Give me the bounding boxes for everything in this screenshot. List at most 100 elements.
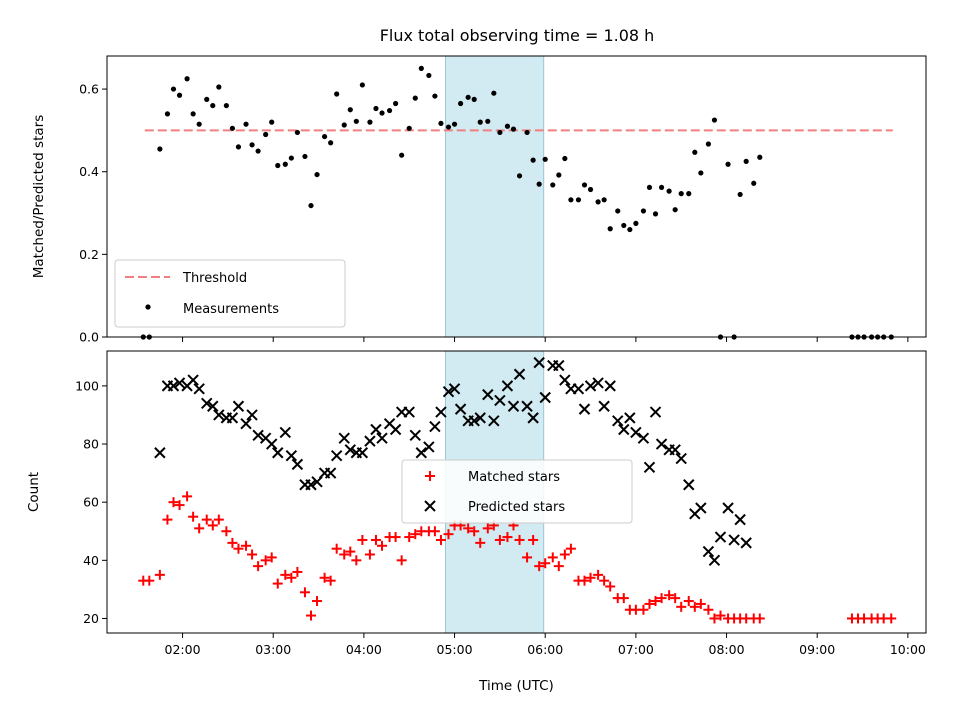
data-point (386, 107, 393, 114)
data-point (216, 84, 222, 90)
data-point (708, 554, 721, 567)
data-point (359, 82, 365, 88)
data-point (438, 120, 444, 126)
data-point (477, 119, 483, 125)
data-point (624, 412, 636, 424)
data-point (364, 549, 375, 560)
data-point (705, 141, 712, 147)
data-point (683, 596, 694, 607)
data-point (695, 502, 707, 514)
data-point (646, 184, 653, 191)
data-point (494, 394, 506, 407)
data-point (637, 432, 650, 444)
data-point (630, 426, 642, 439)
data-point (689, 601, 700, 612)
data-point (221, 526, 232, 537)
data-point (325, 575, 336, 586)
data-point (692, 149, 698, 155)
data-point (213, 514, 224, 525)
data-point (432, 93, 438, 99)
data-point (312, 596, 323, 607)
data-point (409, 429, 421, 442)
data-point (429, 526, 440, 537)
data-point (272, 578, 283, 589)
x-tick-label: 03:00 (255, 642, 291, 657)
data-point (605, 581, 616, 592)
y-tick-label: 0.2 (79, 247, 99, 262)
legend-threshold-label: Threshold (182, 271, 247, 286)
y-tick-label: 40 (83, 553, 99, 568)
data-point (396, 555, 407, 566)
data-point (457, 100, 464, 107)
data-point (207, 400, 219, 412)
data-point (252, 429, 264, 442)
data-point (272, 447, 284, 459)
data-point (553, 359, 565, 372)
data-point (390, 532, 401, 543)
data-point (253, 561, 264, 572)
legend-predicted-label: Predicted stars (468, 500, 565, 515)
data-point (669, 444, 681, 456)
data-point (282, 161, 288, 167)
data-point (339, 549, 350, 560)
legend-marker (424, 500, 436, 512)
data-point (266, 552, 277, 563)
legend: Matched stars Predicted stars (401, 459, 633, 524)
data-point (164, 111, 171, 117)
data-point (643, 461, 656, 473)
data-point (658, 184, 665, 191)
data-point (319, 572, 330, 583)
data-point (182, 491, 193, 502)
x-tick-label: 05:00 (437, 642, 473, 657)
data-point (399, 152, 405, 158)
data-point (656, 593, 667, 604)
data-point (345, 546, 356, 557)
data-point (468, 415, 480, 427)
data-point (448, 383, 461, 395)
data-point (559, 549, 570, 560)
data-point (638, 604, 649, 615)
data-point (255, 148, 261, 154)
data-point (475, 537, 486, 548)
panel-ratio: 0.0 0.2 0.4 0.6 Matched/Predicted stars Thr… (31, 55, 927, 345)
data-point (265, 438, 278, 450)
data-point (683, 479, 695, 491)
data-point (698, 170, 704, 176)
panel-frame (106, 55, 927, 338)
data-point (291, 458, 304, 471)
data-point (734, 513, 746, 526)
data-point (347, 107, 353, 113)
data-point (377, 540, 388, 551)
data-point (193, 383, 205, 395)
data-point (652, 211, 659, 217)
data-point (650, 596, 661, 607)
data-point (188, 511, 199, 522)
data-point (207, 520, 218, 531)
data-point (285, 449, 298, 462)
data-point (144, 575, 155, 586)
data-point (213, 409, 225, 421)
data-point (703, 604, 714, 615)
data-point (157, 146, 163, 152)
data-point (260, 555, 271, 566)
data-point (370, 423, 382, 436)
data-point (299, 587, 310, 598)
data-point (162, 514, 173, 525)
y-axis-ticks: 0.0 0.2 0.4 0.6 (79, 82, 107, 345)
data-point (709, 613, 720, 624)
data-point (443, 529, 454, 540)
data-point (454, 403, 467, 415)
data-point (364, 435, 376, 447)
data-point (751, 180, 757, 186)
data-point (292, 566, 303, 577)
legend-matched-label: Matched stars (468, 470, 560, 485)
data-point (241, 540, 252, 551)
data-point (513, 368, 526, 380)
data-point (504, 123, 511, 129)
y-tick-label: 0.4 (79, 164, 99, 179)
legend-measurements-key (145, 304, 151, 310)
data-point (465, 94, 471, 100)
data-point (246, 409, 258, 421)
data-point (599, 575, 610, 586)
matched-stars-points (138, 491, 897, 624)
